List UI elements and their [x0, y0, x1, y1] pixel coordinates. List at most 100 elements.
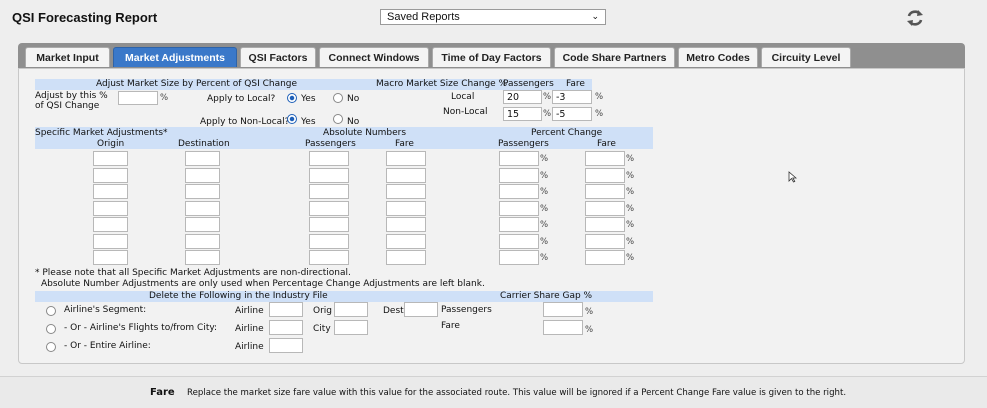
abs-passengers-input-row-6[interactable] [309, 233, 349, 249]
delete-entire-airline-radio[interactable] [46, 342, 56, 352]
origin-input-row-2[interactable] [93, 167, 128, 183]
abs-passengers-input-row-4[interactable] [309, 200, 349, 216]
pct-passengers-pct-sign: % [540, 187, 549, 197]
delete-airline-segment-radio[interactable] [46, 306, 56, 316]
destination-input-row-2[interactable] [185, 167, 220, 183]
origin-input-row-7[interactable] [93, 250, 128, 265]
macro-local-passengers-input[interactable]: 20 [503, 90, 542, 104]
adjust-label: Adjust by this % [35, 91, 108, 101]
abs-passengers-input-row-3[interactable] [309, 184, 349, 199]
abs-fare-input-row-1[interactable] [386, 151, 426, 166]
delete-entire-airline-label: - Or - Entire Airline: [64, 341, 151, 351]
pct-fare-input-row-3[interactable] [585, 184, 625, 199]
macro-local-fare-input[interactable]: -3 [552, 90, 592, 104]
macro-nonlocal-passengers-input[interactable]: 15 [503, 107, 542, 121]
macro-nonlocal-fare-input[interactable]: -5 [552, 107, 592, 121]
apply-local-label: Apply to Local? [207, 94, 276, 104]
destination-input-row-7[interactable] [185, 250, 220, 265]
refresh-icon[interactable] [905, 9, 925, 27]
tab-circuity-level[interactable]: Circuity Level [761, 47, 851, 67]
delete-airline-city-radio[interactable] [46, 324, 56, 334]
pct-fare-input-row-5[interactable] [585, 217, 625, 232]
pct-fare-input-row-2[interactable] [585, 167, 625, 183]
note-absolute-numbers: Absolute Number Adjustments are only use… [41, 279, 485, 289]
pct-passengers-input-row-2[interactable] [499, 167, 539, 183]
abs-fare-input-row-4[interactable] [386, 200, 426, 216]
destination-header: Destination [178, 139, 230, 149]
abs-fare-input-row-6[interactable] [386, 233, 426, 249]
pct-fare-pct-sign: % [626, 187, 635, 197]
city-input[interactable] [334, 320, 368, 335]
tab-metro-codes[interactable]: Metro Codes [678, 47, 758, 67]
pct-fare-pct-sign: % [626, 154, 635, 164]
help-footer [0, 376, 987, 408]
destination-input-row-6[interactable] [185, 233, 220, 249]
pct-passengers-input-row-1[interactable] [499, 151, 539, 166]
abs-passengers-input-row-5[interactable] [309, 217, 349, 232]
city-airline-label: Airline [235, 324, 264, 334]
apply-local-no-radio[interactable] [333, 93, 343, 103]
delete-section-band [35, 291, 653, 302]
delete-section-heading: Delete the Following in the Industry Fil… [149, 291, 328, 301]
tab-time-of-day-factors[interactable]: Time of Day Factors [432, 47, 551, 67]
entire-airline-input[interactable] [269, 338, 303, 353]
destination-input-row-5[interactable] [185, 217, 220, 232]
segment-dest-input[interactable] [404, 302, 438, 317]
apply-nonlocal-yes-radio[interactable] [287, 114, 297, 124]
footer-field-label: Fare [150, 387, 175, 398]
saved-reports-select[interactable]: Saved Reports ⌄ [380, 9, 606, 25]
pct-fare-input-row-4[interactable] [585, 200, 625, 216]
tab-code-share-partners[interactable]: Code Share Partners [554, 47, 675, 67]
pct-passengers-pct-sign: % [540, 220, 549, 230]
apply-nonlocal-label: Apply to Non-Local? [200, 117, 290, 127]
pct-passengers-input-row-3[interactable] [499, 184, 539, 199]
segment-orig-input[interactable] [334, 302, 368, 317]
pct-fare-input-row-7[interactable] [585, 250, 625, 265]
apply-local-yes-radio[interactable] [287, 93, 297, 103]
destination-input-row-3[interactable] [185, 184, 220, 199]
adjust-section-band [35, 79, 365, 90]
pct-passengers-input-row-5[interactable] [499, 217, 539, 232]
abs-passengers-input-row-1[interactable] [309, 151, 349, 166]
carrier-fare-input[interactable] [543, 320, 583, 335]
absolute-numbers-header: Absolute Numbers [323, 128, 407, 138]
carrier-passengers-input[interactable] [543, 302, 583, 317]
pct-fare-input-row-6[interactable] [585, 233, 625, 249]
abs-passengers-header: Passengers [305, 139, 356, 149]
carrier-passengers-pct: % [585, 307, 594, 317]
macro-nonlocal-fare-pct: % [595, 109, 604, 119]
origin-input-row-4[interactable] [93, 200, 128, 216]
origin-input-row-3[interactable] [93, 184, 128, 199]
abs-fare-input-row-5[interactable] [386, 217, 426, 232]
destination-input-row-4[interactable] [185, 200, 220, 216]
pct-fare-input-row-1[interactable] [585, 151, 625, 166]
abs-passengers-input-row-2[interactable] [309, 167, 349, 183]
segment-airline-input[interactable] [269, 302, 303, 317]
abs-fare-input-row-3[interactable] [386, 184, 426, 199]
origin-input-row-6[interactable] [93, 233, 128, 249]
delete-airline-segment-label: Airline's Segment: [64, 305, 147, 315]
tab-qsi-factors[interactable]: QSI Factors [240, 47, 316, 67]
origin-input-row-1[interactable] [93, 151, 128, 166]
abs-passengers-input-row-7[interactable] [309, 250, 349, 265]
tab-market-input[interactable]: Market Input [25, 47, 110, 67]
apply-nonlocal-no-radio[interactable] [333, 114, 343, 124]
origin-input-row-5[interactable] [93, 217, 128, 232]
tab-connect-windows[interactable]: Connect Windows [319, 47, 429, 67]
pct-passengers-pct-sign: % [540, 170, 549, 181]
abs-fare-input-row-7[interactable] [386, 250, 426, 265]
adjust-percent-input[interactable] [118, 91, 158, 105]
pct-passengers-input-row-4[interactable] [499, 200, 539, 216]
adjust-label-2: of QSI Change [35, 101, 100, 111]
pct-passengers-input-row-6[interactable] [499, 233, 539, 249]
adjust-percent-sign: % [160, 93, 169, 103]
pct-fare-pct-sign: % [626, 253, 635, 263]
tab-market-adjustments[interactable]: Market Adjustments [113, 47, 237, 67]
destination-input-row-1[interactable] [185, 151, 220, 166]
city-airline-input[interactable] [269, 320, 303, 335]
pct-passengers-input-row-7[interactable] [499, 250, 539, 265]
tab-panel [18, 68, 965, 364]
apply-local-yes-label: Yes [301, 94, 316, 104]
abs-fare-input-row-2[interactable] [386, 167, 426, 183]
entire-airline-label: Airline [235, 342, 264, 352]
